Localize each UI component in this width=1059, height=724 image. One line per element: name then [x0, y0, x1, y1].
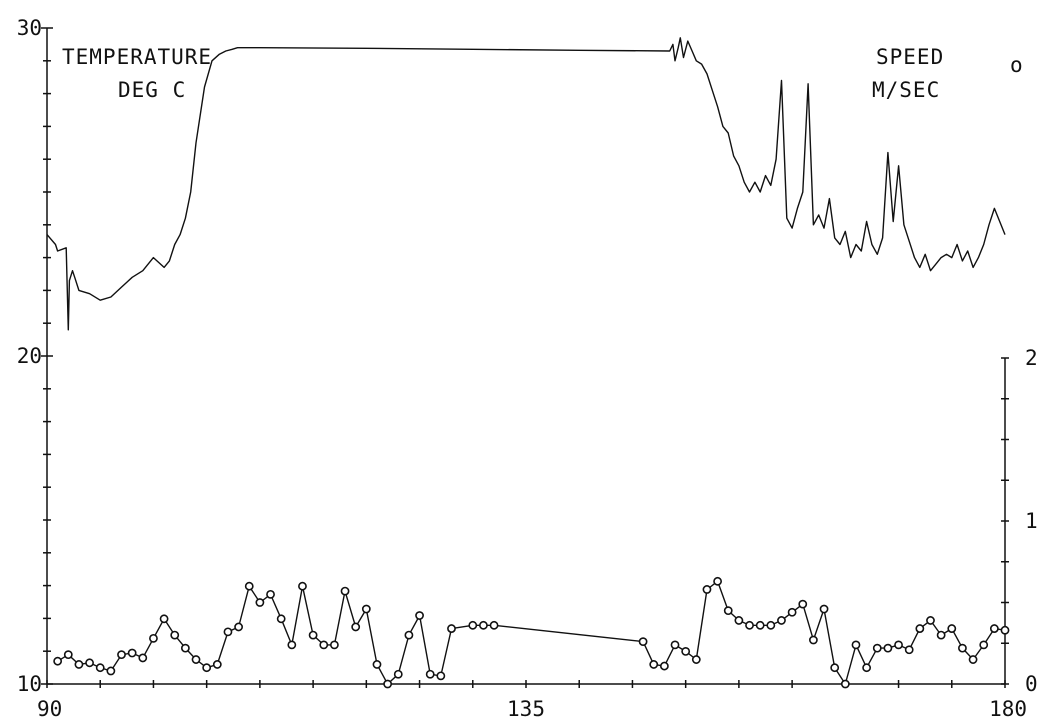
speed-data-point	[745, 620, 754, 630]
speed-data-point	[872, 643, 882, 653]
speed-data-point	[947, 624, 957, 633]
speed-data-point	[287, 640, 297, 650]
temperature-label: TEMPERATURE	[62, 45, 212, 69]
speed-data-point	[659, 661, 669, 671]
speed-data-point	[117, 650, 126, 660]
speed-data-point	[127, 648, 137, 658]
speed-data-point	[926, 616, 935, 625]
speed-data-point	[894, 640, 903, 650]
speed-data-point	[85, 658, 94, 668]
speed-data-point	[53, 656, 63, 666]
speed-data-point	[809, 635, 818, 645]
speed-data-point	[415, 611, 424, 620]
speed-data-point	[670, 640, 680, 650]
speed-unit-label: M/SEC	[872, 78, 940, 102]
speed-data-point	[734, 616, 744, 625]
speed-data-point	[191, 655, 201, 664]
speed-data-point	[266, 589, 275, 599]
speed-data-point	[436, 671, 446, 681]
axes-group: 10 20 30 0 1 2 90 135 180	[17, 16, 1038, 721]
speed-data-point	[649, 660, 659, 669]
speed-data-point	[723, 606, 733, 616]
speed-data-point	[777, 616, 786, 625]
speed-data-point	[883, 643, 893, 653]
speed-data-point	[308, 630, 318, 640]
speed-data-point	[170, 630, 180, 640]
speed-data-point	[383, 679, 393, 689]
speed-data-point	[766, 620, 776, 630]
speed-data-point	[968, 655, 978, 664]
speed-data-point	[702, 585, 712, 594]
speed-data-point	[244, 581, 254, 591]
speed-data-point	[840, 679, 850, 689]
x-axis-tick-label: 90	[37, 697, 62, 721]
x-axis-tick-label: 180	[989, 697, 1027, 721]
speed-data-point	[447, 624, 456, 633]
speed-data-point	[798, 599, 808, 609]
speed-data-point	[351, 622, 361, 632]
speed-data-point	[691, 655, 701, 664]
right-axis-tick-label: 1	[1025, 509, 1038, 533]
speed-data-point	[1000, 625, 1010, 635]
speed-data-point	[915, 624, 925, 633]
speed-data-point	[74, 660, 84, 669]
left-axis-tick-label: 20	[17, 344, 42, 368]
x-axis-tick-label: 135	[507, 697, 545, 721]
speed-data-point	[276, 614, 286, 624]
speed-data-point	[489, 620, 499, 630]
speed-data-point	[755, 620, 765, 630]
temperature-series-line	[46, 37, 1006, 331]
temperature-unit-label: DEG C	[118, 78, 186, 102]
speed-data-point	[159, 614, 169, 624]
speed-data-point	[202, 663, 212, 673]
speed-data-point	[393, 669, 403, 679]
left-axis-tick-label: 10	[17, 672, 42, 696]
speed-data-point	[638, 637, 648, 647]
right-axis-tick-label: 0	[1025, 672, 1038, 696]
speed-data-point	[319, 640, 329, 650]
left-axis-tick-label: 30	[17, 16, 42, 40]
speed-data-point	[180, 643, 190, 653]
speed-data-point	[904, 645, 914, 655]
speed-data-point	[830, 663, 840, 673]
speed-data-point	[212, 660, 222, 669]
speed-data-point	[234, 622, 243, 632]
speed-data-point	[329, 640, 339, 650]
speed-data-point	[255, 598, 265, 607]
speed-data-point	[298, 581, 307, 591]
speed-data-point	[468, 620, 478, 630]
speed-data-point	[787, 607, 797, 617]
speed-data-point	[936, 630, 946, 640]
speed-data-point	[95, 663, 105, 673]
speed-data-point	[425, 669, 435, 679]
speed-marker-legend: o	[1010, 53, 1024, 77]
speed-series-line	[57, 580, 1006, 685]
right-axis-tick-label: 2	[1025, 346, 1038, 370]
speed-data-point	[106, 666, 116, 676]
speed-data-point	[713, 576, 722, 586]
speed-data-point	[372, 660, 382, 669]
speed-data-point	[958, 643, 967, 653]
speed-data-point	[404, 630, 414, 640]
speed-data-point	[851, 640, 861, 650]
speed-data-point	[862, 663, 872, 673]
speed-data-point	[63, 650, 73, 660]
plot-area	[46, 37, 1010, 689]
speed-label: SPEED	[876, 45, 944, 69]
speed-data-point	[979, 640, 989, 650]
speed-data-point	[149, 633, 158, 643]
speed-data-point	[479, 620, 488, 630]
speed-data-point	[819, 604, 829, 614]
speed-data-point	[681, 647, 691, 656]
speed-data-point	[138, 653, 148, 663]
speed-data-point	[223, 627, 233, 637]
speed-data-point	[340, 586, 350, 596]
speed-data-point	[361, 604, 371, 614]
speed-data-point	[989, 624, 999, 633]
